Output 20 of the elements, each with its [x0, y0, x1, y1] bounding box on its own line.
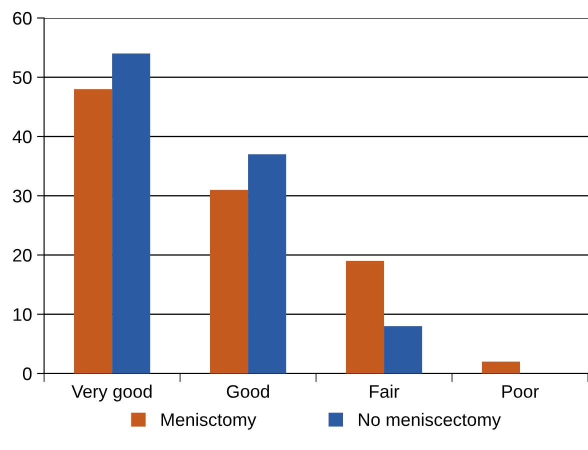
- x-tick-label: Very good: [72, 384, 152, 402]
- bar: [346, 260, 384, 374]
- legend-label: No meniscectomy: [358, 412, 501, 430]
- x-tick-label: Fair: [370, 384, 400, 398]
- y-tick-label: 40: [12, 130, 32, 144]
- y-tick-label: 10: [14, 308, 32, 321]
- bar: [74, 89, 112, 374]
- bar: [384, 326, 422, 374]
- y-tick-label: 50: [12, 71, 32, 84]
- y-tick-label: 60: [13, 12, 32, 25]
- x-tick-label: Good: [226, 384, 269, 398]
- x-tick-label: Poor: [502, 385, 539, 398]
- legend-label: Menisctomy: [162, 412, 256, 430]
- bar: [482, 362, 520, 374]
- bar: [248, 154, 286, 374]
- y-tick-label: 0: [22, 367, 32, 380]
- y-tick-label: 20: [13, 248, 32, 262]
- bar: [112, 54, 150, 374]
- y-tick-label: 30: [12, 190, 32, 202]
- bar: [210, 190, 248, 374]
